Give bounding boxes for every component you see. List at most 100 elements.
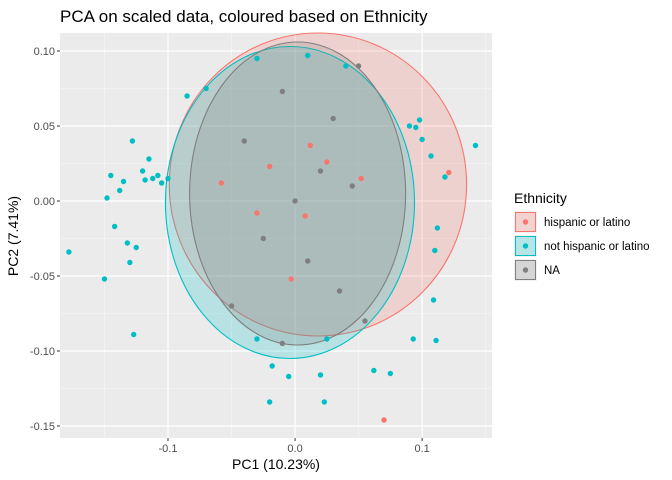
point-not-hispanic-or-latino (343, 63, 349, 69)
point-not-hispanic-or-latino (155, 172, 161, 179)
confidence-ellipses (164, 32, 468, 360)
point-not-hispanic-or-latino (104, 195, 110, 201)
point-not-hispanic-or-latino (108, 172, 114, 179)
ellipse-not-hispanic-or-latino (164, 45, 416, 360)
legend-key-point (522, 243, 529, 249)
point-not-hispanic-or-latino (203, 85, 209, 92)
point-na (317, 168, 324, 174)
point-not-hispanic-or-latino (150, 175, 156, 182)
ellipse-na (189, 41, 407, 346)
legend-keys: hispanic or latino not hispanic or latino… (514, 211, 649, 281)
data-points (66, 52, 479, 423)
ellipse-hispanic-or-latino (168, 32, 468, 337)
y-tick-label: -0.05 (30, 271, 55, 283)
point-not-hispanic-or-latino (324, 336, 330, 342)
point-not-hispanic-or-latino (111, 223, 118, 230)
point-not-hispanic-or-latino (432, 247, 438, 254)
y-tick-label: -0.15 (30, 421, 55, 433)
point-not-hispanic-or-latino (416, 117, 423, 123)
y-axis-title: PC2 (7.41%) (5, 196, 21, 276)
minor-grid (60, 33, 492, 438)
point-not-hispanic-or-latino (442, 174, 448, 180)
point-na (241, 138, 247, 144)
legend-key: NA (514, 259, 560, 281)
point-hispanic-or-latino (358, 175, 364, 182)
point-not-hispanic-or-latino (406, 123, 413, 129)
point-not-hispanic-or-latino (413, 124, 419, 131)
point-na (349, 183, 355, 189)
point-na (336, 288, 343, 294)
point-na (292, 198, 298, 204)
point-hispanic-or-latino (218, 180, 225, 186)
x-tick-label: 0.1 (414, 443, 429, 455)
point-na (355, 63, 362, 69)
point-not-hispanic-or-latino (254, 55, 260, 62)
point-not-hispanic-or-latino (433, 337, 439, 344)
point-hispanic-or-latino (307, 142, 314, 149)
legend-title: Ethnicity (514, 190, 567, 206)
point-not-hispanic-or-latino (158, 180, 165, 186)
point-not-hispanic-or-latino (142, 177, 148, 183)
point-not-hispanic-or-latino (133, 244, 139, 251)
x-tick-label: -0.1 (159, 443, 178, 455)
point-not-hispanic-or-latino (387, 370, 394, 377)
point-na (279, 340, 286, 347)
point-not-hispanic-or-latino (305, 52, 311, 59)
point-not-hispanic-or-latino (139, 168, 146, 174)
point-na (330, 115, 336, 122)
point-not-hispanic-or-latino (430, 297, 437, 303)
point-not-hispanic-or-latino (146, 156, 152, 162)
y-tick-label: 0.10 (34, 46, 55, 58)
legend-key: hispanic or latino (514, 211, 630, 233)
point-hispanic-or-latino (446, 169, 452, 176)
point-not-hispanic-or-latino (410, 336, 416, 342)
legend: Ethnicity hispanic or latino not hispanic… (514, 190, 649, 281)
legend-label: not hispanic or latino (544, 241, 649, 253)
y-tick-label: 0.00 (34, 196, 55, 208)
point-not-hispanic-or-latino (321, 399, 327, 405)
point-hispanic-or-latino (266, 163, 273, 170)
point-not-hispanic-or-latino (184, 93, 190, 99)
point-not-hispanic-or-latino (101, 276, 108, 282)
point-not-hispanic-or-latino (124, 240, 131, 246)
point-not-hispanic-or-latino (371, 367, 377, 374)
point-na (228, 303, 235, 309)
point-not-hispanic-or-latino (419, 136, 425, 143)
point-hispanic-or-latino (381, 417, 387, 423)
legend-label: NA (544, 265, 560, 277)
point-not-hispanic-or-latino (165, 175, 171, 182)
point-not-hispanic-or-latino (317, 372, 324, 378)
y-axis-ticks: -0.15 -0.10 -0.05 0.00 0.05 0.10 (30, 46, 60, 433)
point-not-hispanic-or-latino (127, 259, 133, 266)
point-not-hispanic-or-latino (286, 373, 292, 380)
point-na (362, 318, 368, 324)
x-tick-label: 0.0 (287, 443, 302, 455)
legend-key-point (522, 219, 529, 225)
point-not-hispanic-or-latino (66, 249, 72, 255)
point-not-hispanic-or-latino (120, 178, 127, 185)
legend-label: hispanic or latino (544, 217, 630, 229)
y-tick-label: -0.10 (30, 346, 55, 358)
y-tick-label: 0.05 (34, 121, 55, 133)
point-hispanic-or-latino (254, 210, 260, 216)
point-not-hispanic-or-latino (130, 331, 137, 338)
chart-title: PCA on scaled data, coloured based on Et… (60, 7, 428, 26)
point-na (260, 235, 266, 242)
point-hispanic-or-latino (302, 213, 308, 219)
point-hispanic-or-latino (288, 276, 294, 282)
point-not-hispanic-or-latino (428, 153, 434, 159)
point-not-hispanic-or-latino (269, 363, 275, 369)
point-not-hispanic-or-latino (129, 138, 136, 144)
point-not-hispanic-or-latino (266, 399, 273, 405)
point-not-hispanic-or-latino (472, 142, 479, 149)
point-hispanic-or-latino (324, 159, 330, 165)
legend-key-point (522, 267, 529, 273)
plot-panel (60, 33, 492, 438)
point-na (305, 258, 311, 264)
x-axis-title: PC1 (10.23%) (232, 456, 320, 472)
point-na (279, 88, 286, 95)
legend-key: not hispanic or latino (514, 235, 649, 257)
point-not-hispanic-or-latino (434, 225, 441, 231)
point-not-hispanic-or-latino (117, 187, 123, 194)
